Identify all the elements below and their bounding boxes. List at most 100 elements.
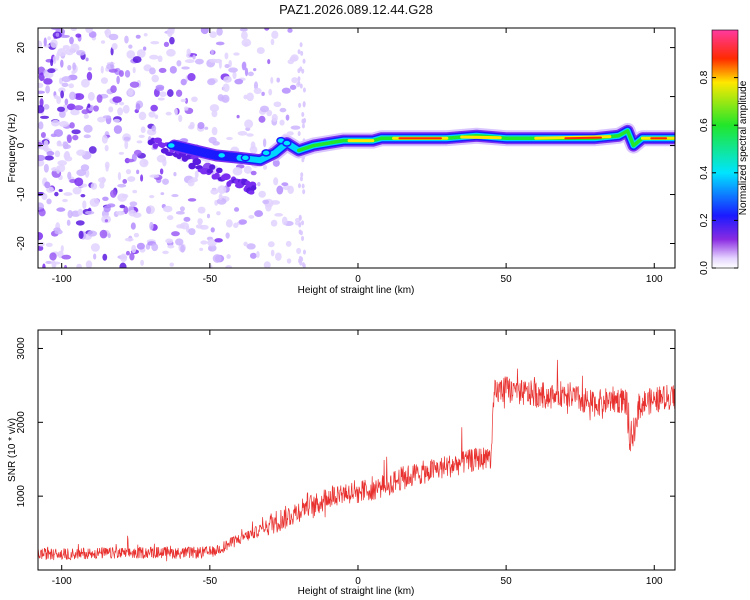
noise-blob — [150, 104, 158, 112]
spectrogram-heat-layer — [38, 28, 675, 268]
noise-blob — [285, 240, 292, 247]
noise-blob — [103, 205, 111, 213]
noise-blob — [113, 125, 123, 134]
noise-blob — [72, 62, 77, 71]
noise-blob — [100, 65, 104, 74]
noise-blob — [194, 58, 204, 65]
noise-blob — [162, 250, 169, 255]
noise-blob — [75, 33, 82, 38]
noise-blob — [43, 78, 53, 85]
noise-blob — [74, 177, 84, 187]
noise-blob — [218, 193, 223, 201]
noise-blob — [261, 91, 265, 97]
noise-blob — [300, 172, 304, 178]
noise-blob — [150, 41, 160, 45]
noise-blob — [192, 54, 196, 60]
streak-blob — [248, 190, 255, 195]
noise-blob — [72, 134, 79, 141]
noise-blob — [224, 64, 230, 69]
ridge-blob — [261, 149, 271, 157]
noise-blob — [270, 249, 275, 257]
ridge-hot-segment — [460, 135, 502, 140]
noise-blob — [167, 28, 173, 38]
snr-ytick-label: 2000 — [16, 411, 27, 434]
noise-blob — [301, 68, 305, 74]
noise-blob — [57, 48, 67, 57]
ridge-blob — [282, 139, 292, 147]
noise-blob — [123, 136, 131, 141]
noise-blob — [270, 38, 275, 46]
noise-blob — [222, 83, 230, 92]
noise-blob — [46, 151, 55, 156]
noise-blob — [243, 165, 252, 174]
noise-blob — [232, 71, 237, 80]
snr-xlabel: Height of straight line (km) — [298, 586, 415, 597]
noise-blob — [233, 222, 239, 229]
noise-blob — [296, 247, 302, 255]
noise-blob — [299, 176, 303, 182]
noise-blob — [244, 67, 249, 77]
noise-blob — [271, 30, 279, 39]
noise-blob — [151, 74, 159, 83]
noise-blob — [183, 216, 191, 222]
noise-blob — [244, 119, 254, 129]
noise-blob — [120, 253, 128, 262]
noise-blob — [56, 207, 66, 212]
noise-blob — [212, 254, 222, 263]
noise-blob — [38, 154, 46, 161]
noise-blob — [258, 190, 266, 198]
noise-blob — [104, 219, 109, 223]
noise-blob — [149, 195, 155, 199]
noise-blob — [268, 88, 273, 96]
noise-blob — [204, 126, 209, 130]
snr-xtick-label: -50 — [203, 576, 218, 587]
noise-blob — [38, 202, 44, 211]
noise-blob — [211, 110, 218, 118]
noise-blob — [243, 241, 248, 247]
noise-blob — [206, 213, 211, 219]
noise-blob — [266, 109, 273, 117]
noise-blob — [96, 94, 103, 103]
noise-blob — [254, 210, 264, 217]
noise-blob — [225, 265, 233, 268]
noise-blob — [207, 78, 216, 86]
noise-blob — [226, 136, 233, 141]
noise-blob — [216, 211, 221, 216]
spectrogram-ytick-label: -10 — [16, 187, 27, 202]
noise-blob — [165, 111, 172, 116]
streak-blob — [192, 158, 202, 166]
noise-blob — [221, 94, 230, 103]
noise-blob — [102, 196, 109, 201]
noise-blob — [281, 182, 289, 187]
colorbar-ticks: 0.0 0.2 0.4 0.6 0.8 — [699, 70, 738, 275]
noise-blob — [126, 158, 135, 163]
noise-blob — [54, 229, 63, 235]
noise-blob — [107, 233, 111, 238]
noise-blob — [67, 64, 72, 71]
noise-blob — [45, 242, 53, 247]
spectrogram-ytick-label: 10 — [16, 91, 27, 103]
noise-blob — [232, 166, 243, 176]
noise-blob — [138, 111, 147, 121]
noise-blob — [270, 219, 278, 227]
noise-blob — [135, 103, 141, 111]
noise-blob — [300, 50, 304, 56]
noise-blob — [83, 114, 89, 119]
noise-blob — [83, 134, 91, 139]
noise-blob — [175, 238, 184, 246]
noise-blob — [247, 71, 254, 77]
noise-blob — [272, 159, 280, 167]
noise-blob — [124, 140, 129, 150]
colorbar-tick-label: 0.4 — [699, 165, 710, 179]
noise-blob — [301, 183, 305, 189]
noise-blob — [163, 205, 173, 213]
noise-blob — [301, 220, 305, 226]
noise-blob — [85, 260, 93, 268]
noise-blob — [166, 48, 176, 57]
noise-blob — [259, 105, 270, 113]
noise-blob — [100, 77, 108, 84]
noise-blob — [301, 112, 305, 118]
noise-blob — [264, 28, 270, 31]
spectrogram-xtick-label: -100 — [52, 274, 72, 285]
noise-blob — [208, 244, 217, 252]
